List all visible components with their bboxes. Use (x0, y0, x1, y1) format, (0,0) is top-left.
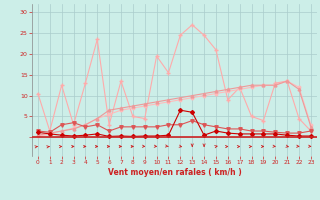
X-axis label: Vent moyen/en rafales ( km/h ): Vent moyen/en rafales ( km/h ) (108, 168, 241, 177)
